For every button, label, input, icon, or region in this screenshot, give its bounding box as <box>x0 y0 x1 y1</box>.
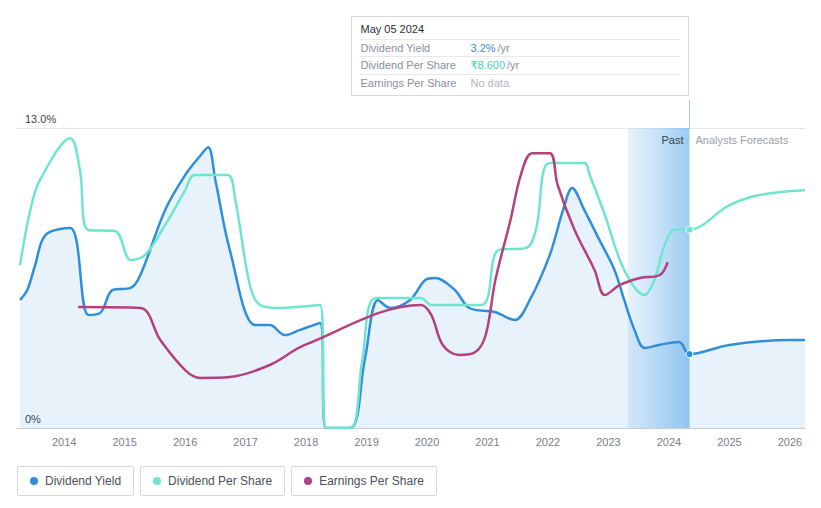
svg-text:2026: 2026 <box>778 436 802 448</box>
svg-text:Past: Past <box>661 134 683 146</box>
html-text:Earnings Per Share: Earnings Per Share <box>319 474 424 488</box>
svg-text:2014: 2014 <box>52 436 76 448</box>
svg-text:2022: 2022 <box>536 436 560 448</box>
html-text:Dividend Yield: Dividend Yield <box>45 474 122 488</box>
svg-text:2024: 2024 <box>657 436 681 448</box>
html-text:Dividend Per Share: Dividend Per Share <box>168 474 273 488</box>
html-text:3.2% /yr: 3.2% /yr <box>470 42 510 54</box>
svg-text:13.0%: 13.0% <box>25 113 56 125</box>
svg-text:2025: 2025 <box>717 436 741 448</box>
svg-text:2015: 2015 <box>112 436 136 448</box>
svg-text:2020: 2020 <box>415 436 439 448</box>
svg-text:2021: 2021 <box>475 436 499 448</box>
svg-text:2017: 2017 <box>233 436 257 448</box>
svg-text:Analysts Forecasts: Analysts Forecasts <box>695 134 788 146</box>
html-text:May 05 2024: May 05 2024 <box>360 23 425 35</box>
svg-text:2018: 2018 <box>294 436 318 448</box>
html-text:Earnings Per Share: Earnings Per Share <box>360 77 457 89</box>
html-text:No data: No data <box>470 77 509 89</box>
svg-text:2019: 2019 <box>354 436 378 448</box>
svg-text:2023: 2023 <box>596 436 620 448</box>
html-text:Dividend Per Share: Dividend Per Share <box>360 59 456 71</box>
html-text:₹8.600 /yr: ₹8.600 /yr <box>470 59 520 71</box>
html-text:Dividend Yield: Dividend Yield <box>360 42 431 54</box>
svg-text:2016: 2016 <box>173 436 197 448</box>
